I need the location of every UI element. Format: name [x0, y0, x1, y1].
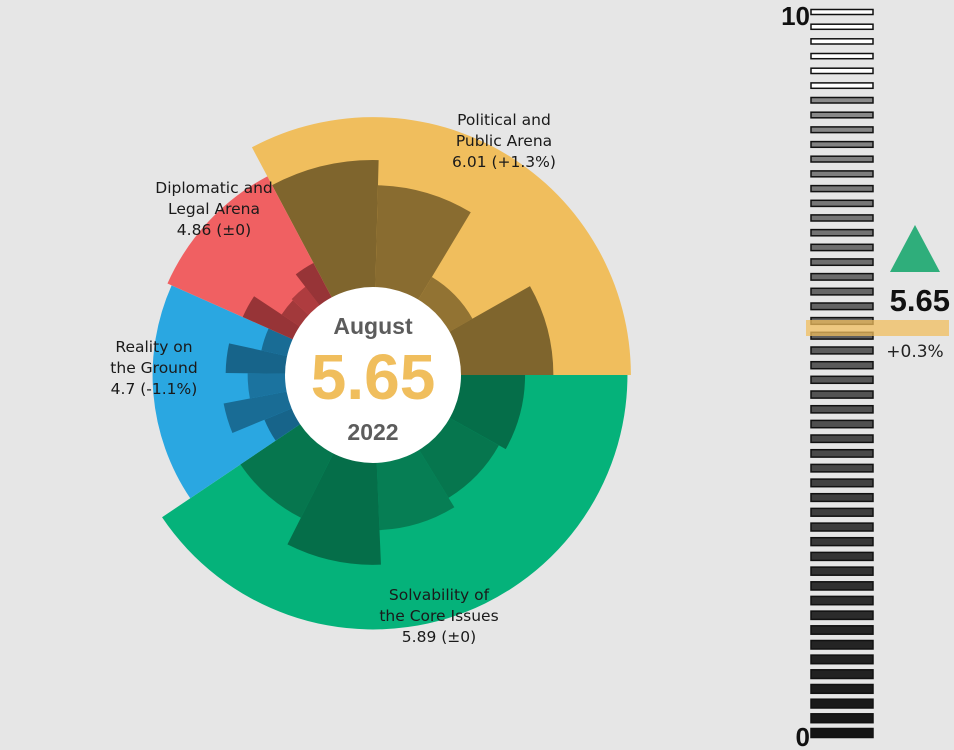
- scale-bar: [810, 126, 874, 134]
- scale-bar: [810, 404, 874, 414]
- scale-bar: [810, 375, 874, 385]
- scale-bar: [810, 507, 874, 517]
- scale-bar: [810, 360, 874, 370]
- arena-labels: Political and Public Arena 6.01 (+1.3%) Sol…: [110, 111, 556, 646]
- sub-indicator-wedge: [272, 160, 379, 300]
- arena-label-line: Diplomatic and: [155, 179, 272, 197]
- scale-bar: [810, 390, 874, 399]
- scale-bar: [810, 610, 874, 621]
- sub-indicator-wedge: [247, 373, 289, 399]
- scale-bar: [810, 184, 874, 193]
- overall-change: +0.3%: [886, 342, 943, 362]
- scale-bar: [810, 111, 874, 119]
- sub-indicator-wedge: [448, 375, 526, 450]
- sub-indicator-wedge: [281, 300, 311, 328]
- arena-label-line: the Ground: [110, 359, 197, 377]
- scale-bars: [810, 8, 874, 739]
- scale-bar: [810, 551, 874, 562]
- sub-indicator-wedge: [264, 407, 302, 441]
- center-month: August: [333, 313, 413, 339]
- scale-bar: [810, 713, 874, 724]
- overall-score: 5.65: [890, 283, 950, 318]
- scale-bar: [810, 140, 874, 149]
- arena-sector: [152, 285, 302, 499]
- sub-indicator-wedge: [447, 286, 554, 375]
- score-scale: 10 0 5.65 +0.3%: [781, 1, 950, 750]
- scale-bar: [810, 654, 874, 665]
- sub-indicator-wedge: [223, 391, 294, 433]
- scale-bar: [810, 155, 874, 163]
- sub-indicator-wedge: [261, 328, 295, 357]
- scale-bar: [810, 522, 874, 532]
- arena-label-line: 4.86 (±0): [177, 221, 251, 239]
- sub-indicator-wedge: [291, 286, 321, 317]
- scale-bar: [810, 595, 874, 606]
- arena-label-line: Legal Arena: [168, 200, 260, 218]
- scale-bar: [810, 683, 874, 695]
- arena-label-line: 4.7 (-1.1%): [111, 380, 198, 398]
- center-score: 5.65: [311, 341, 436, 413]
- trend-up-arrow-icon: [890, 225, 940, 272]
- arena-label-line: Political and: [457, 111, 551, 129]
- scale-bar: [810, 199, 874, 208]
- arena-label-line: Public Arena: [456, 132, 552, 150]
- scale-bar: [810, 170, 874, 178]
- scale-bar: [810, 272, 874, 281]
- scale-bar: [810, 536, 874, 547]
- scale-bar: [810, 669, 874, 680]
- sub-indicator-wedge: [417, 277, 473, 333]
- center-year: 2022: [347, 419, 398, 445]
- scale-max-label: 10: [781, 1, 810, 31]
- sub-indicator-wedge: [418, 416, 499, 498]
- scale-bar: [810, 67, 874, 75]
- arena-label-line: Solvability of: [389, 586, 490, 604]
- sub-indicator-wedge: [375, 185, 471, 302]
- scale-bar: [810, 96, 874, 104]
- scale-bar: [810, 287, 874, 296]
- scale-bar: [810, 23, 874, 31]
- sub-indicator-wedge: [376, 448, 455, 531]
- scale-bar: [810, 492, 874, 503]
- scale-bar: [810, 419, 874, 429]
- scale-bar: [810, 243, 874, 252]
- scale-bar: [810, 302, 874, 311]
- sub-indicator-wedge: [240, 423, 335, 518]
- scale-bar: [810, 228, 874, 237]
- arena-label-line: 5.89 (±0): [402, 628, 476, 646]
- scale-bar: [810, 214, 874, 222]
- arena-sector: [167, 176, 333, 341]
- scale-bar: [810, 463, 874, 473]
- scale-bar: [810, 52, 874, 60]
- sub-indicator-wedge: [225, 343, 290, 374]
- center-badge: August 5.65 2022: [285, 287, 461, 463]
- scale-bar: [810, 346, 874, 355]
- scale-bar: [810, 581, 874, 591]
- scale-bar: [810, 8, 874, 16]
- scale-bar: [810, 625, 874, 635]
- scale-bar: [810, 698, 874, 709]
- arena-label-line: the Core Issues: [379, 607, 498, 625]
- scale-bar: [810, 434, 874, 444]
- scale-bar: [810, 448, 874, 458]
- sub-indicator-wedge: [287, 451, 381, 565]
- sub-indicator-wedge: [242, 296, 302, 341]
- arena-label-line: Reality on: [115, 338, 192, 356]
- current-value-marker: [806, 320, 949, 336]
- scale-bar: [810, 82, 874, 90]
- arena-sectors: [152, 117, 631, 630]
- scale-bar: [810, 38, 874, 45]
- sub-indicator-wedge: [295, 262, 333, 307]
- scale-bar: [810, 566, 874, 576]
- scale-min-label: 0: [796, 722, 810, 750]
- center-circle: [285, 287, 461, 463]
- scale-bar: [810, 258, 874, 267]
- scale-bar: [810, 639, 874, 650]
- scale-bar: [810, 727, 874, 739]
- arena-label-line: 6.01 (+1.3%): [452, 153, 556, 171]
- scale-bar: [810, 478, 874, 488]
